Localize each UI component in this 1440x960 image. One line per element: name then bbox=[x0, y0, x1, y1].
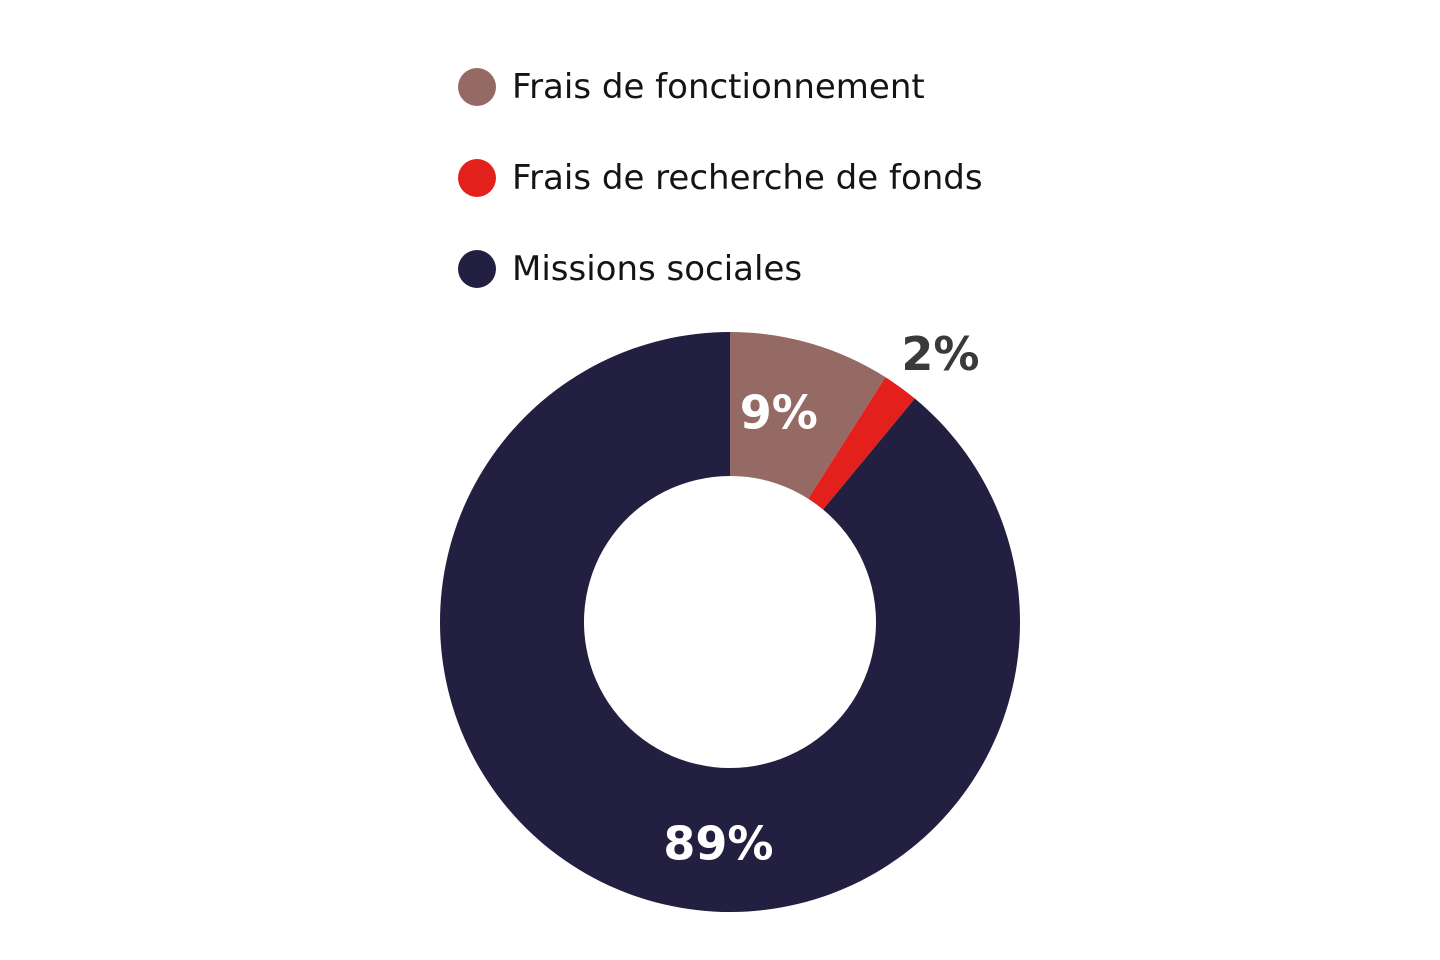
legend-label-frais-de-fonctionnement: Frais de fonctionnement bbox=[512, 67, 925, 107]
legend-swatch-frais-de-recherche-de-fonds bbox=[458, 159, 496, 197]
slice-frais-de-recherche-de-fonds bbox=[808, 377, 915, 510]
legend-item-frais-de-recherche-de-fonds: Frais de recherche de fonds bbox=[458, 153, 983, 203]
slice-label-frais-de-fonctionnement: 9% bbox=[740, 386, 818, 440]
legend-label-frais-de-recherche-de-fonds: Frais de recherche de fonds bbox=[512, 158, 983, 198]
legend-label-missions-sociales: Missions sociales bbox=[512, 249, 803, 289]
legend-item-missions-sociales: Missions sociales bbox=[458, 244, 983, 294]
slice-missions-sociales bbox=[440, 332, 1021, 913]
slice-frais-de-fonctionnement bbox=[730, 332, 886, 499]
legend-swatch-frais-de-fonctionnement bbox=[458, 68, 496, 106]
legend-item-frais-de-fonctionnement: Frais de fonctionnement bbox=[458, 62, 983, 112]
slice-label-frais-de-recherche-de-fonds: 2% bbox=[901, 327, 979, 381]
slice-label-missions-sociales: 89% bbox=[663, 817, 773, 871]
legend-swatch-missions-sociales bbox=[458, 250, 496, 288]
chart-legend: Frais de fonctionnement Frais de recherc… bbox=[458, 62, 983, 335]
slice-labels: 9% 2% 89% bbox=[663, 327, 979, 871]
donut-slices bbox=[440, 332, 1021, 913]
